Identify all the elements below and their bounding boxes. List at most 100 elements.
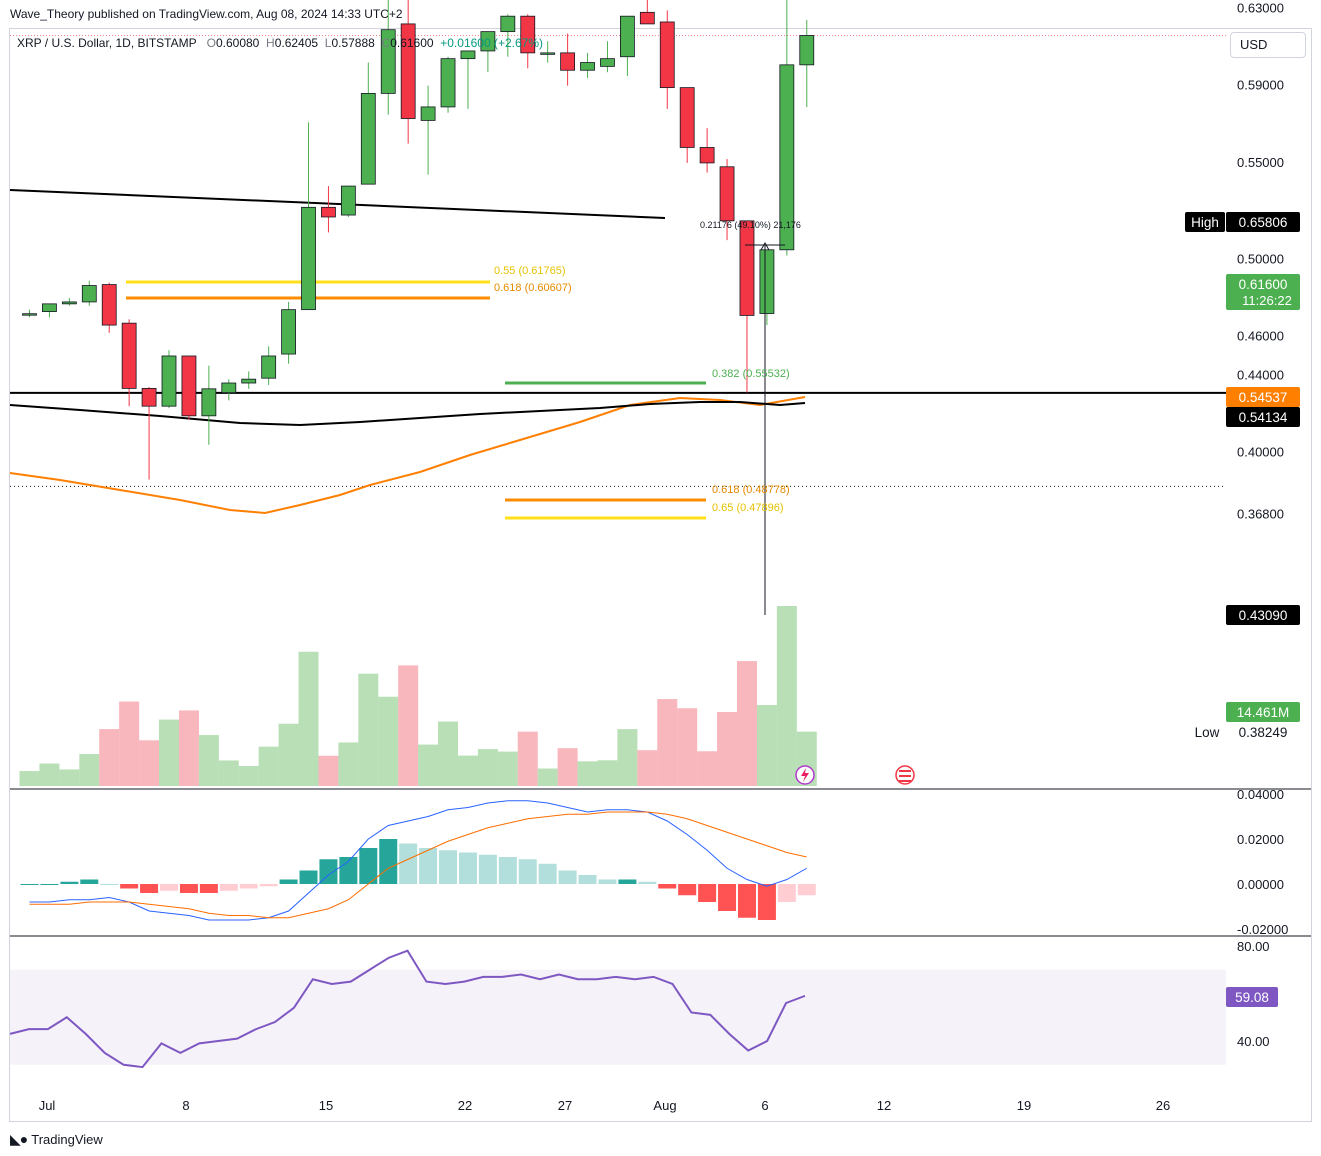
macd-histogram-bar (737, 884, 756, 918)
volume-bar (59, 769, 80, 786)
rsi-tick-label: 40.00 (1237, 1034, 1270, 1049)
volume-bar (517, 731, 538, 786)
ema-price-badge: 0.54537 (1239, 390, 1288, 405)
volume-bar (19, 771, 40, 786)
candle-up (340, 185, 356, 216)
ma-price-badge-bg (1226, 407, 1300, 427)
price-tick-label: 0.50000 (1237, 251, 1284, 266)
candle-up (161, 355, 177, 407)
macd-histogram-bar (160, 884, 179, 891)
open-value: 0.60080 (215, 36, 260, 50)
volume-bar (298, 651, 319, 786)
flag-stripe (899, 770, 911, 772)
volume-bar (99, 729, 120, 786)
high-price-badge: 0.65806 (1239, 215, 1288, 230)
rsi-line (9, 949, 806, 1069)
publisher-header: Wave_Theory published on TradingView.com… (10, 7, 403, 21)
macd-histogram-bar (40, 884, 59, 885)
volume-bar (457, 755, 478, 786)
volume-bar (477, 749, 498, 786)
volume-bar (597, 760, 618, 786)
candle-up (201, 388, 217, 417)
candle-up (440, 58, 456, 108)
macd-histogram-bar (458, 852, 477, 884)
ema-orange-line (9, 396, 806, 515)
candle-down (699, 147, 715, 164)
close-label: C (381, 36, 391, 50)
macd-histogram-bar (439, 850, 458, 884)
ma-price-badge: 0.54134 (1239, 410, 1288, 425)
volume-bar (717, 712, 738, 786)
volume-bar (119, 701, 140, 786)
candle-up (759, 249, 775, 314)
macd-histogram-bar (379, 839, 398, 884)
macd-histogram-bar (538, 863, 557, 884)
candle-down (659, 21, 675, 89)
currency-button[interactable]: USD (1230, 32, 1306, 58)
tradingview-logo-icon: ◣● (10, 1131, 28, 1147)
candle-up (480, 31, 496, 52)
time-tick-label: 27 (558, 1098, 572, 1113)
volume-bar (238, 766, 259, 786)
macd-histogram-bar (219, 884, 238, 891)
macd-histogram-group (20, 839, 816, 920)
tradingview-brand: TradingView (31, 1132, 103, 1147)
macd-histogram-bar (658, 884, 677, 889)
time-tick-label: 15 (319, 1098, 333, 1113)
candle-up (221, 382, 237, 394)
candle-up (301, 206, 316, 311)
rsi-value-badge: 59.08 (1235, 990, 1269, 1005)
candle-up (580, 62, 595, 71)
time-tick-label: 22 (458, 1098, 472, 1113)
fib-upper-055-label: 0.55 (0.61765) (494, 265, 566, 277)
rsi-value-badge-bg (1226, 987, 1278, 1007)
macd-histogram-bar (120, 884, 139, 889)
candle-up (380, 29, 396, 94)
macd-histogram-bar (718, 884, 737, 911)
macd-tick-label: 0.00000 (1237, 877, 1284, 892)
candle-up (360, 93, 376, 185)
candle-down (739, 220, 755, 316)
macd-tick-label: 0.02000 (1237, 832, 1284, 847)
macd-tick-label: 0.04000 (1237, 787, 1284, 802)
macd-histogram-bar (419, 848, 438, 884)
volume-badge-bg (1226, 702, 1300, 722)
macd-histogram-bar (179, 884, 198, 893)
volume-bar (178, 710, 199, 786)
price-tick-label: 0.63000 (1237, 0, 1284, 15)
time-tick-label: Aug (653, 1098, 676, 1113)
support-price-badge-bg (1226, 605, 1300, 625)
macd-histogram-bar (797, 884, 816, 896)
macd-histogram-bar (359, 848, 378, 884)
candles-group (22, 0, 815, 480)
macd-histogram-bar (339, 857, 358, 884)
price-tick-label: 0.36800 (1237, 506, 1284, 521)
fib-lower-065-label: 0.65 (0.47896) (712, 502, 784, 514)
candle-down (101, 284, 117, 326)
candle-up (420, 106, 436, 121)
macd-histogram-bar (60, 881, 79, 884)
last-price-badge: 0.61600 (1239, 277, 1288, 292)
flag-stripe (899, 775, 911, 777)
time-tick-label: 8 (182, 1098, 189, 1113)
time-tick-label: 19 (1017, 1098, 1031, 1113)
symbol-name[interactable]: XRP / U.S. Dollar, 1D, BITSTAMP (17, 36, 197, 50)
macd-histogram-bar (578, 875, 597, 884)
tradingview-logo[interactable]: ◣● TradingView (10, 1131, 103, 1148)
candle-countdown: 11:26:22 (1242, 293, 1292, 308)
volume-bar (358, 673, 379, 786)
volume-bar (577, 761, 598, 786)
low-price-badge: 0.38249 (1239, 725, 1288, 740)
macd-histogram-bar (598, 879, 617, 884)
high-label: H (266, 36, 275, 50)
candle-up (42, 303, 57, 312)
volume-bar (776, 606, 797, 786)
candle-down (141, 388, 157, 407)
high-price-badge-bg (1226, 212, 1300, 232)
volume-bar (756, 705, 777, 786)
macd-histogram-bar (638, 881, 657, 884)
volume-area-group (19, 606, 817, 786)
price-tick-label: 0.40000 (1237, 445, 1284, 460)
change-value: +0.01600 (+2.67%) (440, 36, 543, 50)
